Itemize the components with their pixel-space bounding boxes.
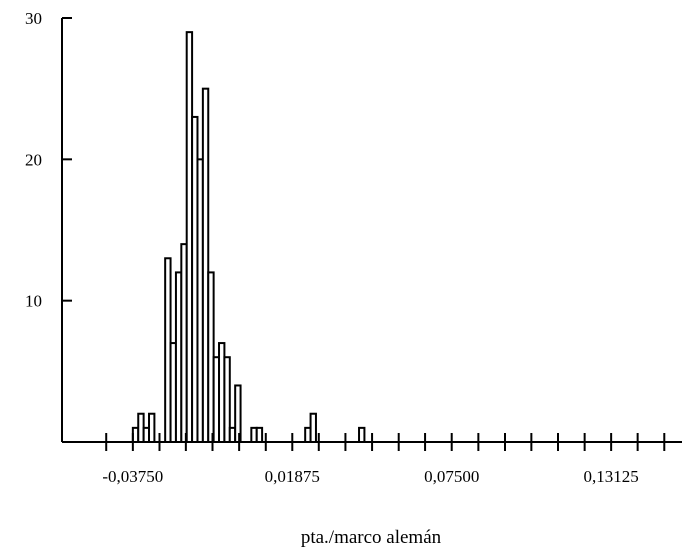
x-axis-ticks: -0,03750 0,01875 0,07500 0,13125 <box>102 433 666 486</box>
x-tick-label: 0,13125 <box>584 467 639 486</box>
x-axis-title: pta./marco alemán <box>301 527 442 548</box>
y-axis-ticks: 10 20 30 <box>25 9 72 311</box>
x-tick-label: -0,03750 <box>102 467 163 486</box>
histogram-bars <box>131 31 366 444</box>
y-tick-label: 20 <box>25 150 42 169</box>
x-tick-label: 0,07500 <box>424 467 479 486</box>
x-tick-label: 0,01875 <box>265 467 320 486</box>
y-tick-label: 10 <box>25 292 42 311</box>
histogram-bar <box>255 426 264 444</box>
y-tick-label: 30 <box>25 9 42 28</box>
histogram-bar <box>309 412 317 444</box>
histogram-bar <box>358 426 366 444</box>
histogram-bar <box>148 412 156 444</box>
